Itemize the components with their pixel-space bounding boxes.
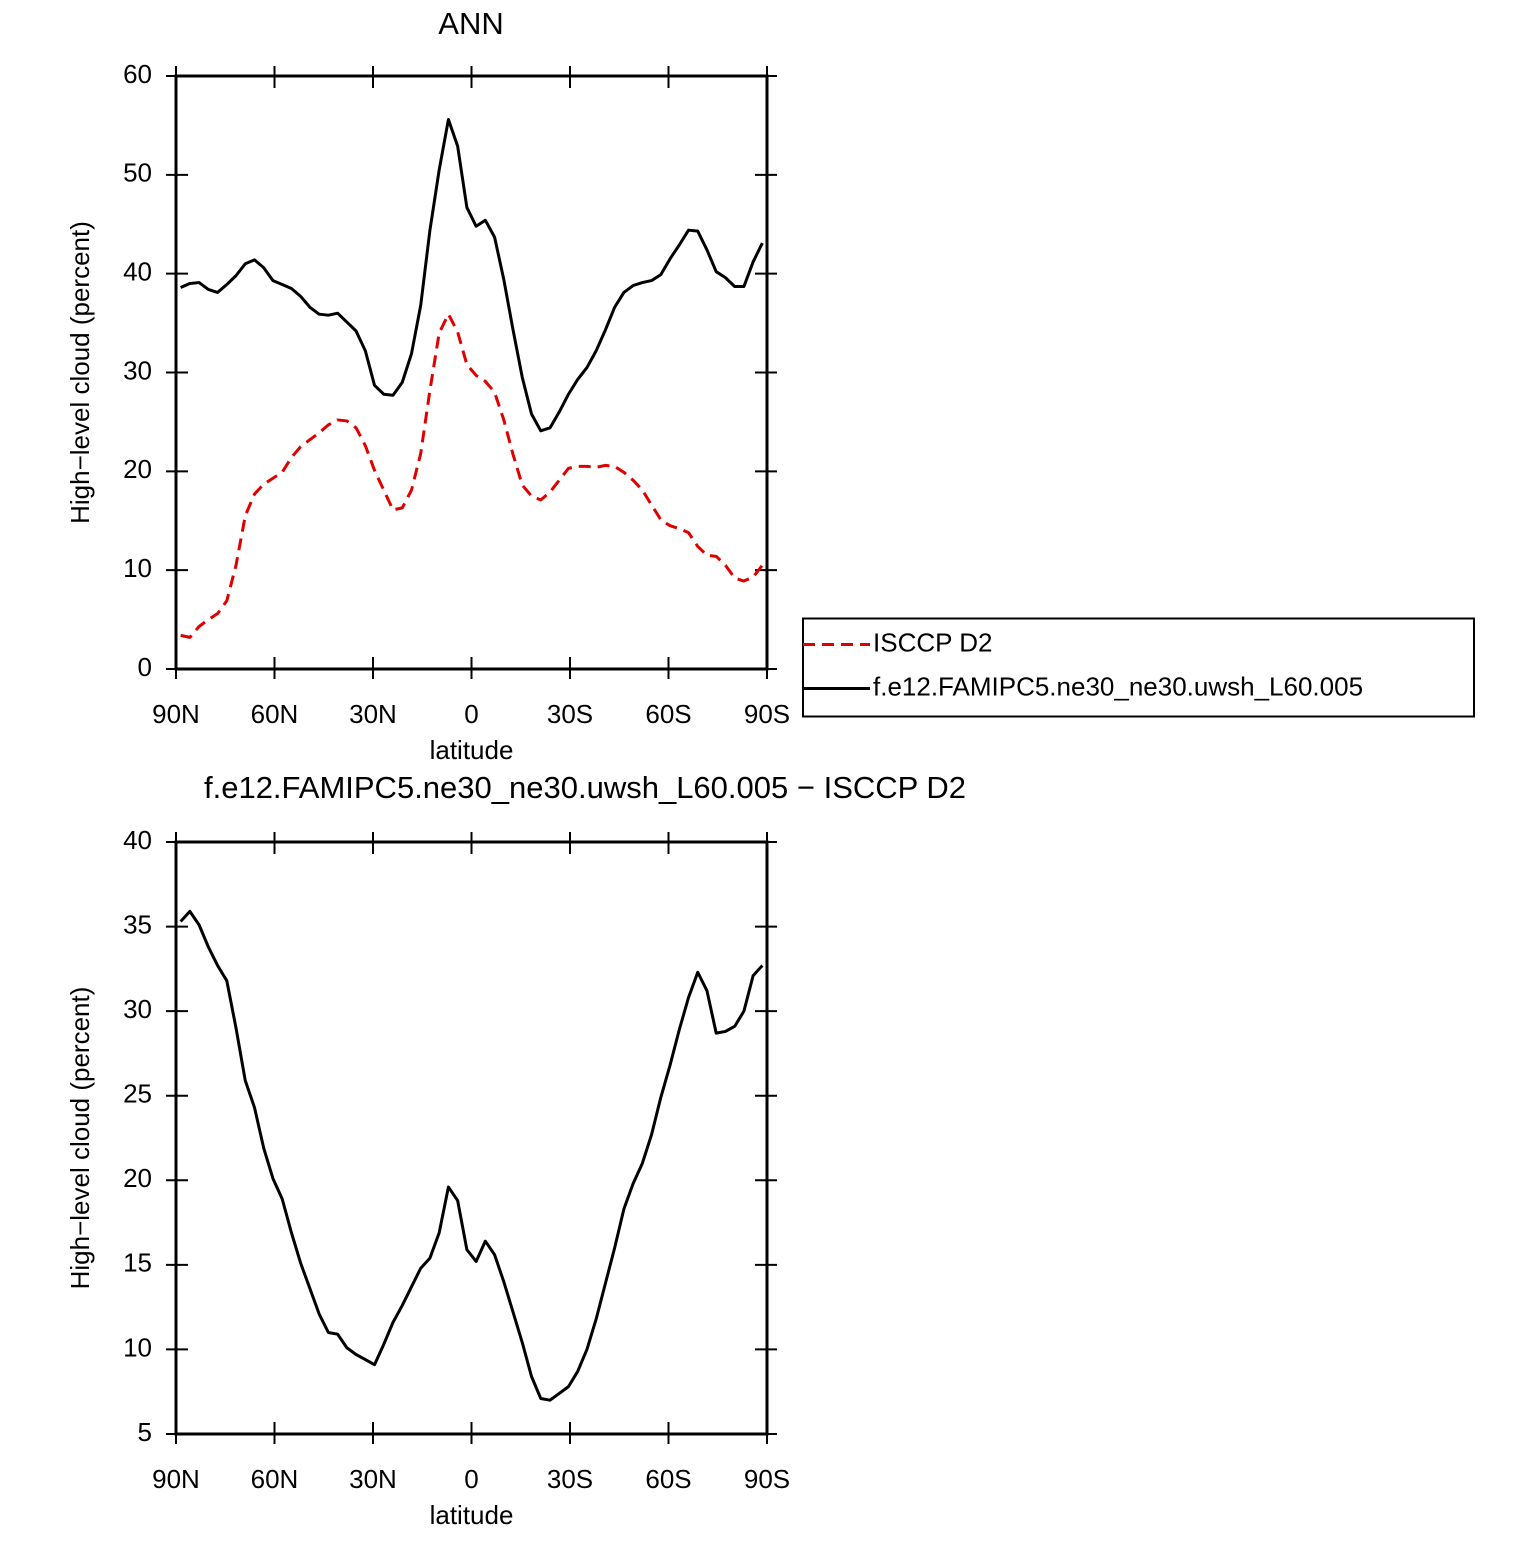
y-tick-label: 25	[123, 1079, 152, 1109]
plot-frame	[174, 74, 769, 671]
y-tick-label: 30	[123, 355, 152, 385]
x-tick-label: 30S	[547, 1464, 593, 1494]
y-tick-label: 40	[123, 825, 152, 855]
x-tick-label: 30N	[349, 1464, 397, 1494]
y-tick-label: 15	[123, 1248, 152, 1278]
plot-frame	[174, 840, 769, 1436]
y-tick-label: 0	[138, 652, 152, 682]
data-line	[179, 909, 764, 1402]
x-tick-label: 60N	[251, 1464, 299, 1494]
y-tick-label: 20	[123, 1163, 152, 1193]
y-axis-label: High−level cloud (percent)	[65, 987, 95, 1290]
x-tick-label: 30S	[547, 699, 593, 729]
x-tick-label: 0	[464, 1464, 478, 1494]
y-axis-label: High−level cloud (percent)	[65, 221, 95, 524]
x-tick-label: 60N	[251, 699, 299, 729]
y-tick-label: 40	[123, 257, 152, 287]
y-tick-label: 10	[123, 553, 152, 583]
legend-label: ISCCP D2	[873, 627, 992, 657]
chart-title: ANN	[438, 6, 503, 41]
y-tick-label: 60	[123, 59, 152, 89]
x-axis-label: latitude	[430, 1500, 514, 1530]
y-tick-label: 5	[138, 1417, 152, 1447]
x-tick-label: 60S	[645, 1464, 691, 1494]
legend-box	[802, 617, 1475, 718]
x-tick-label: 90N	[152, 699, 200, 729]
legend-label: f.e12.FAMIPC5.ne30_ne30.uwsh_L60.005	[873, 671, 1363, 701]
y-tick-label: 35	[123, 909, 152, 939]
chart-title: f.e12.FAMIPC5.ne30_ne30.uwsh_L60.005 − I…	[204, 770, 966, 805]
data-line	[180, 117, 764, 433]
x-tick-label: 30N	[349, 699, 397, 729]
x-tick-label: 60S	[645, 699, 691, 729]
x-tick-label: 90S	[744, 1464, 790, 1494]
x-tick-label: 90S	[744, 699, 790, 729]
x-tick-label: 90N	[152, 1464, 200, 1494]
y-tick-label: 30	[123, 994, 152, 1024]
x-tick-label: 0	[464, 699, 478, 729]
data-line	[180, 312, 764, 639]
y-tick-label: 20	[123, 454, 152, 484]
y-tick-label: 10	[123, 1332, 152, 1362]
x-axis-label: latitude	[430, 735, 514, 765]
y-tick-label: 50	[123, 158, 152, 188]
